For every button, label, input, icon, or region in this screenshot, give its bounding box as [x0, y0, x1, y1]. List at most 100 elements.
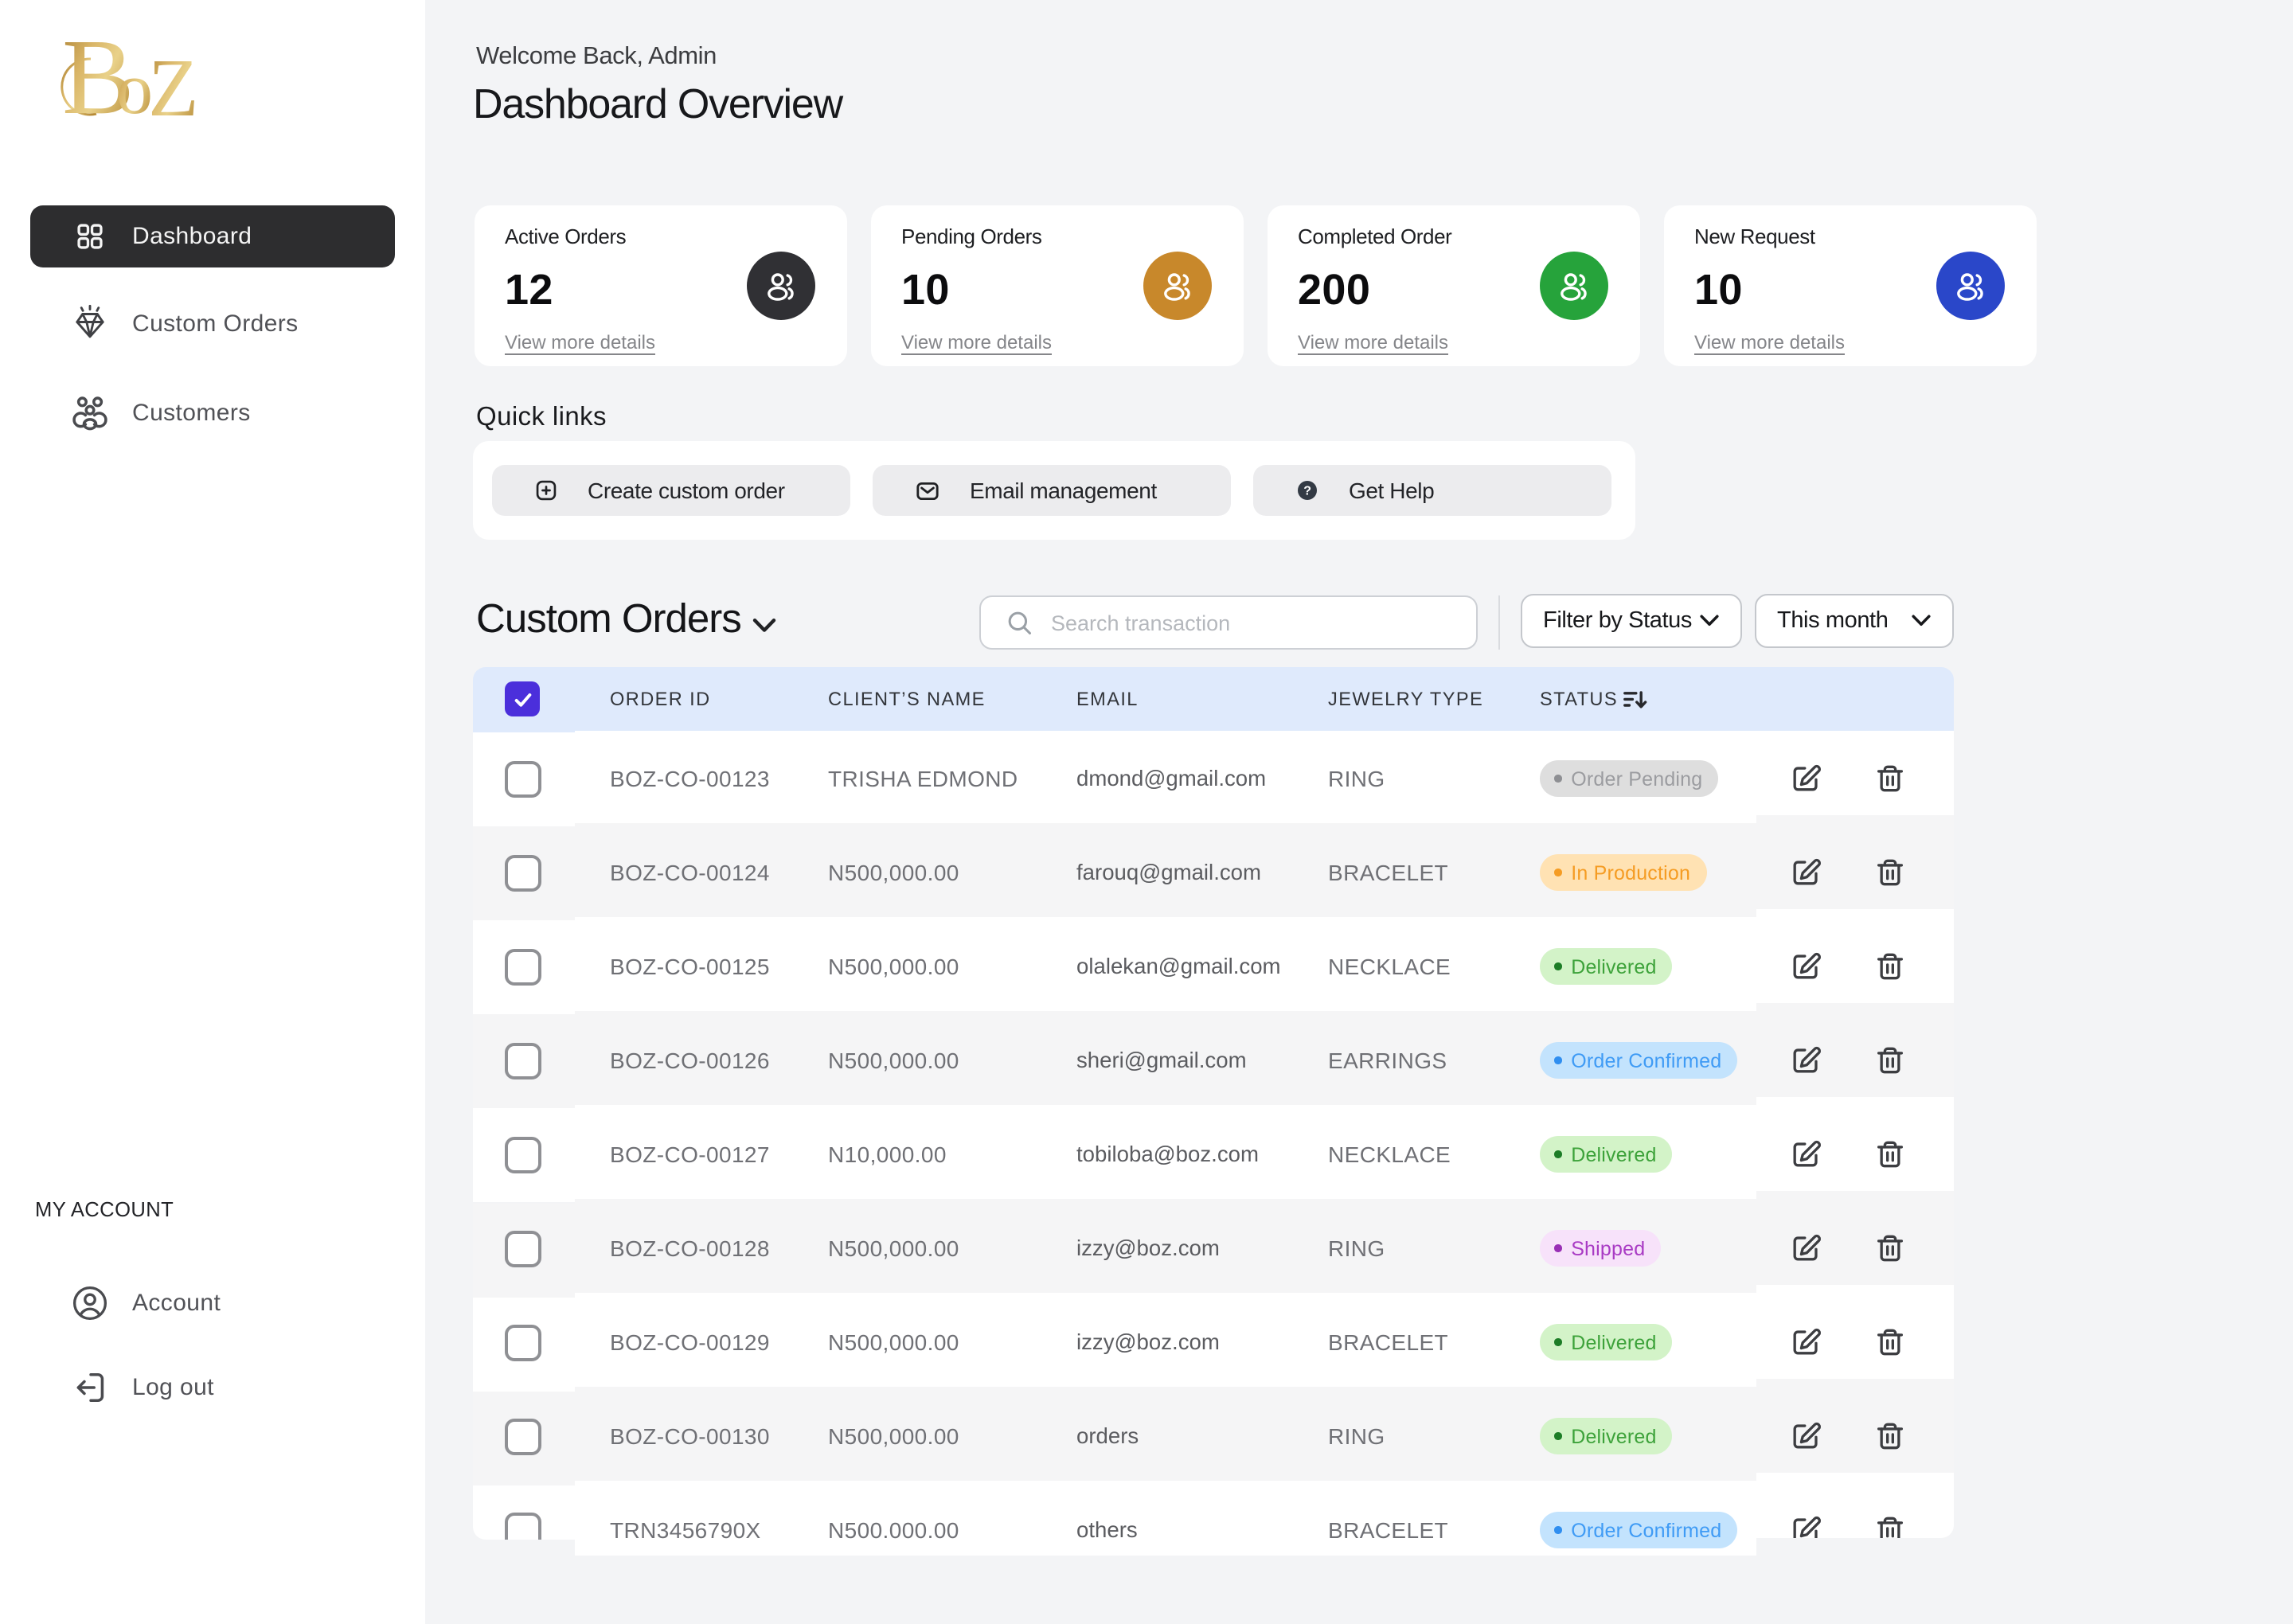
trash-icon[interactable]: [1873, 1044, 1907, 1077]
email-management-button[interactable]: Email management: [873, 465, 1231, 516]
boz-logo: B o Z: [45, 18, 204, 137]
client-name-cell: N500.000.00: [828, 1517, 959, 1543]
search-placeholder: Search transaction: [1051, 611, 1231, 634]
column-header-order-id[interactable]: ORDER ID: [610, 688, 711, 710]
view-more-details-link[interactable]: View more details: [1694, 331, 1845, 353]
svg-text:?: ?: [1303, 484, 1311, 498]
period-dropdown[interactable]: This month: [1755, 594, 1954, 648]
view-more-details-link[interactable]: View more details: [901, 331, 1052, 353]
select-all-checkbox[interactable]: [505, 681, 540, 716]
status-text: Shipped: [1571, 1237, 1646, 1259]
stat-card: Pending Orders 10 View more details: [871, 205, 1244, 366]
row-checkbox[interactable]: [505, 1230, 541, 1267]
status-badge: Order Pending: [1540, 760, 1719, 797]
email-cell: izzy@boz.com: [1076, 1236, 1220, 1260]
filter-by-status-dropdown[interactable]: Filter by Status: [1521, 594, 1742, 648]
sidebar-item-logout[interactable]: Log out: [30, 1357, 395, 1419]
users-icon: [747, 252, 815, 320]
edit-icon[interactable]: [1789, 856, 1822, 889]
logout-icon: [68, 1368, 110, 1407]
create-custom-order-button[interactable]: Create custom order: [492, 465, 850, 516]
row-checkbox[interactable]: [505, 948, 541, 985]
status-badge: Shipped: [1540, 1230, 1662, 1267]
client-name-cell: N500,000.00: [828, 1423, 959, 1449]
row-checkbox[interactable]: [505, 854, 541, 891]
trash-icon[interactable]: [1873, 1419, 1907, 1453]
status-text: Order Confirmed: [1571, 1519, 1722, 1541]
my-account-label: MY ACCOUNT: [35, 1197, 174, 1221]
table-checkbox-column-background: [473, 667, 575, 1540]
edit-icon[interactable]: [1789, 1513, 1822, 1538]
status-text: In Production: [1571, 861, 1691, 884]
sort-descending-icon[interactable]: [1623, 667, 1648, 731]
svg-text:Z: Z: [148, 42, 199, 124]
user-circle-icon: [68, 1283, 110, 1323]
row-checkbox[interactable]: [505, 1324, 541, 1360]
status-text: Delivered: [1571, 1425, 1657, 1447]
column-header-jewelry-type[interactable]: JEWELRY TYPE: [1328, 688, 1484, 710]
quick-link-label: Email management: [970, 478, 1157, 503]
status-badge: Delivered: [1540, 948, 1673, 985]
trash-icon[interactable]: [1873, 856, 1907, 889]
trash-icon[interactable]: [1873, 762, 1907, 795]
status-text: Delivered: [1571, 955, 1657, 978]
view-more-details-link[interactable]: View more details: [1298, 331, 1448, 353]
client-name-cell: N500,000.00: [828, 1329, 959, 1355]
table-actions-column-background: [1756, 667, 1953, 1538]
order-id-cell: TRN3456790X: [610, 1517, 761, 1543]
edit-icon[interactable]: [1789, 1419, 1822, 1453]
client-name-cell: TRISHA EDMOND: [828, 766, 1018, 791]
trash-icon[interactable]: [1873, 1513, 1907, 1538]
column-header-status[interactable]: STATUS: [1540, 688, 1618, 710]
dashboard-grid-icon: [68, 221, 110, 252]
row-checkbox[interactable]: [505, 1042, 541, 1079]
quick-links-title: Quick links: [476, 403, 607, 431]
edit-icon[interactable]: [1789, 762, 1822, 795]
stat-card: New Request 10 View more details: [1664, 205, 2037, 366]
chevron-down-icon[interactable]: [752, 613, 777, 642]
status-dot-icon: [1554, 1244, 1562, 1252]
edit-icon[interactable]: [1789, 1232, 1822, 1265]
row-checkbox[interactable]: [505, 1418, 541, 1454]
edit-icon[interactable]: [1789, 950, 1822, 983]
users-icon: [1936, 252, 2005, 320]
status-dot-icon: [1554, 1526, 1562, 1534]
chevron-down-icon: [1699, 615, 1720, 627]
svg-text:B: B: [62, 32, 135, 124]
sidebar-item-custom-orders[interactable]: Custom Orders: [30, 293, 395, 355]
users-icon: [1143, 252, 1212, 320]
trash-icon[interactable]: [1873, 1325, 1907, 1359]
status-badge: Order Confirmed: [1540, 1042, 1738, 1079]
trash-icon[interactable]: [1873, 950, 1907, 983]
mail-icon: [914, 477, 941, 504]
sidebar-item-account[interactable]: Account: [30, 1272, 395, 1334]
column-header-clients-name[interactable]: CLIENT’S NAME: [828, 688, 986, 710]
search-input[interactable]: Search transaction: [979, 595, 1478, 650]
stat-card: Active Orders 12 View more details: [475, 205, 847, 366]
vertical-divider: [1498, 595, 1500, 650]
sidebar-item-dashboard[interactable]: Dashboard: [30, 205, 395, 267]
row-checkbox[interactable]: [505, 760, 541, 797]
trash-icon[interactable]: [1873, 1232, 1907, 1265]
email-cell: sheri@gmail.com: [1076, 1048, 1247, 1072]
get-help-button[interactable]: ? Get Help: [1253, 465, 1611, 516]
email-cell: izzy@boz.com: [1076, 1330, 1220, 1354]
status-badge: Order Confirmed: [1540, 1512, 1738, 1548]
edit-icon[interactable]: [1789, 1325, 1822, 1359]
welcome-text: Welcome Back, Admin: [476, 43, 717, 70]
jewelry-type-cell: RING: [1328, 1236, 1385, 1261]
stat-card-value: 12: [505, 266, 553, 314]
trash-icon[interactable]: [1873, 1138, 1907, 1171]
edit-icon[interactable]: [1789, 1044, 1822, 1077]
order-id-cell: BOZ-CO-00127: [610, 1142, 770, 1167]
view-more-details-link[interactable]: View more details: [505, 331, 655, 353]
column-header-email[interactable]: EMAIL: [1076, 688, 1139, 710]
status-dot-icon: [1554, 1338, 1562, 1346]
row-checkbox[interactable]: [505, 1512, 541, 1540]
row-checkbox[interactable]: [505, 1136, 541, 1173]
client-name-cell: N500,000.00: [828, 860, 959, 885]
sidebar-item-customers[interactable]: Customers: [30, 382, 395, 444]
edit-icon[interactable]: [1789, 1138, 1822, 1171]
page-title: Dashboard Overview: [473, 80, 843, 127]
filter-by-status-label: Filter by Status: [1543, 608, 1692, 634]
